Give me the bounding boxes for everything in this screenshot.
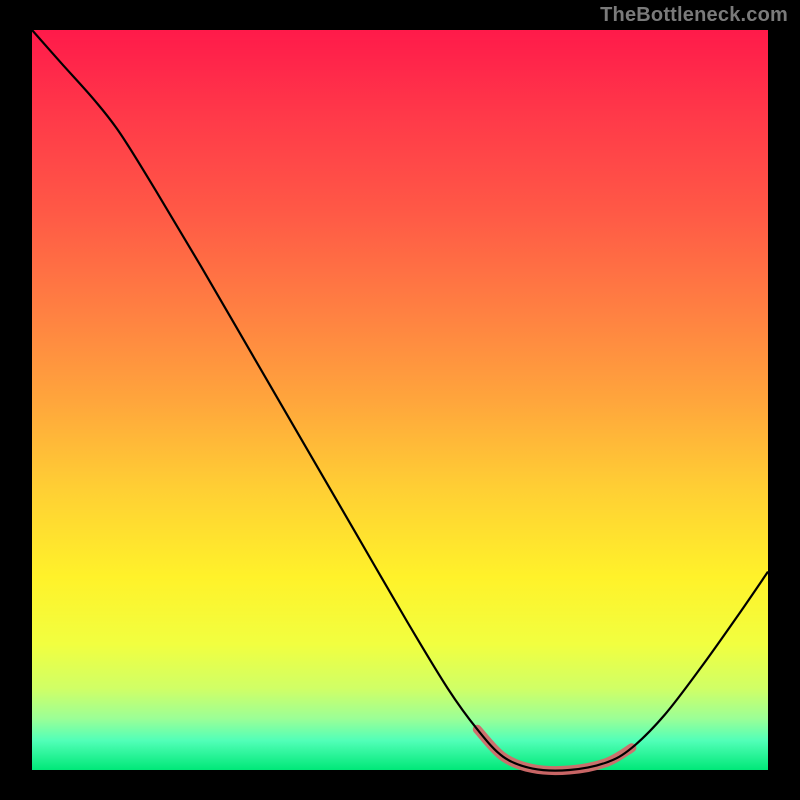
chart-svg: [0, 0, 800, 800]
plot-background: [32, 30, 768, 770]
watermark-text: TheBottleneck.com: [600, 4, 788, 27]
chart-container: TheBottleneck.com: [0, 0, 800, 800]
